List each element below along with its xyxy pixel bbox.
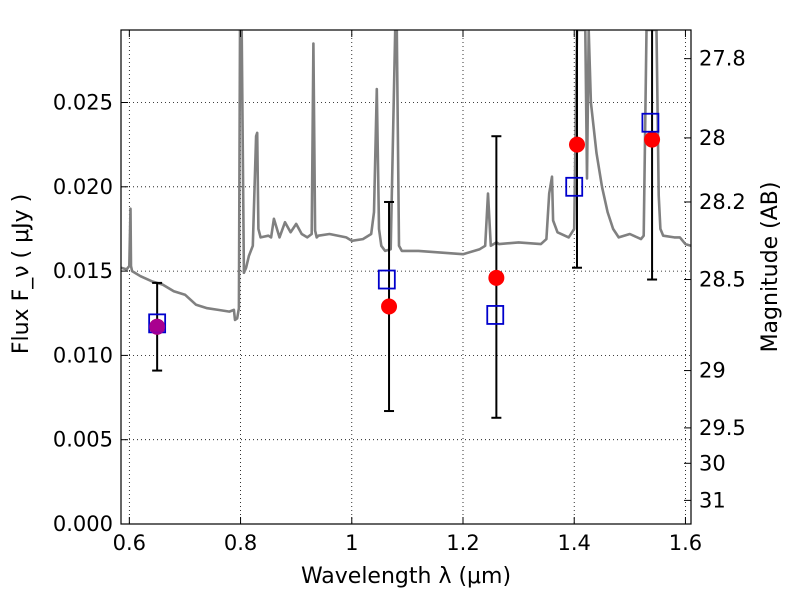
observed-point <box>486 305 505 325</box>
x-tick-label: 1.4 <box>558 531 591 555</box>
x-tick-label: 0.8 <box>224 531 257 555</box>
y-tick-label: 0.020 <box>53 175 113 199</box>
right-tick-label: 31 <box>699 488 726 512</box>
x-tick-label: 1.6 <box>669 531 702 555</box>
observed-point <box>641 112 660 133</box>
right-tick-label: 29 <box>699 359 726 383</box>
grid <box>121 30 691 524</box>
plot-frame <box>120 29 692 525</box>
plot-content <box>121 30 691 419</box>
right-axis-label: Magnitude (AB) <box>758 182 783 353</box>
overlap-point <box>149 318 166 335</box>
right-tick-label: 28.2 <box>699 190 746 214</box>
right-tick-label: 30 <box>699 451 726 475</box>
y-tick-label: 0.000 <box>53 512 113 536</box>
observed-point <box>565 176 584 197</box>
observed-point <box>377 269 396 290</box>
x-tick-label: 1.2 <box>446 531 479 555</box>
y-tick-label: 0.010 <box>53 343 113 367</box>
model-point <box>381 298 398 315</box>
right-tick-label: 28.5 <box>699 268 746 292</box>
y-tick-label: 0.015 <box>53 259 113 283</box>
x-axis-label: Wavelength λ (μm) <box>301 564 511 589</box>
ticks: 0.6 0.8 1 1.2 1.4 1.6 0.000 0.005 0.010 0.015 0.02… <box>53 30 746 555</box>
right-tick-label: 27.8 <box>699 47 746 71</box>
model-point <box>569 136 585 153</box>
right-tick-label: 29.5 <box>699 416 746 440</box>
x-tick-label: 1 <box>345 531 358 555</box>
y-tick-label: 0.005 <box>53 428 113 452</box>
plot-area <box>121 30 691 419</box>
right-tick-label: 28 <box>699 126 726 150</box>
spectrum-line <box>121 30 691 322</box>
y-tick-label: 0.025 <box>53 90 113 114</box>
model-point <box>488 269 505 286</box>
model-point <box>644 131 661 148</box>
x-tick-label: 0.6 <box>113 531 146 555</box>
y-axis-label: Flux F_ν ( μJy ) <box>9 194 34 354</box>
